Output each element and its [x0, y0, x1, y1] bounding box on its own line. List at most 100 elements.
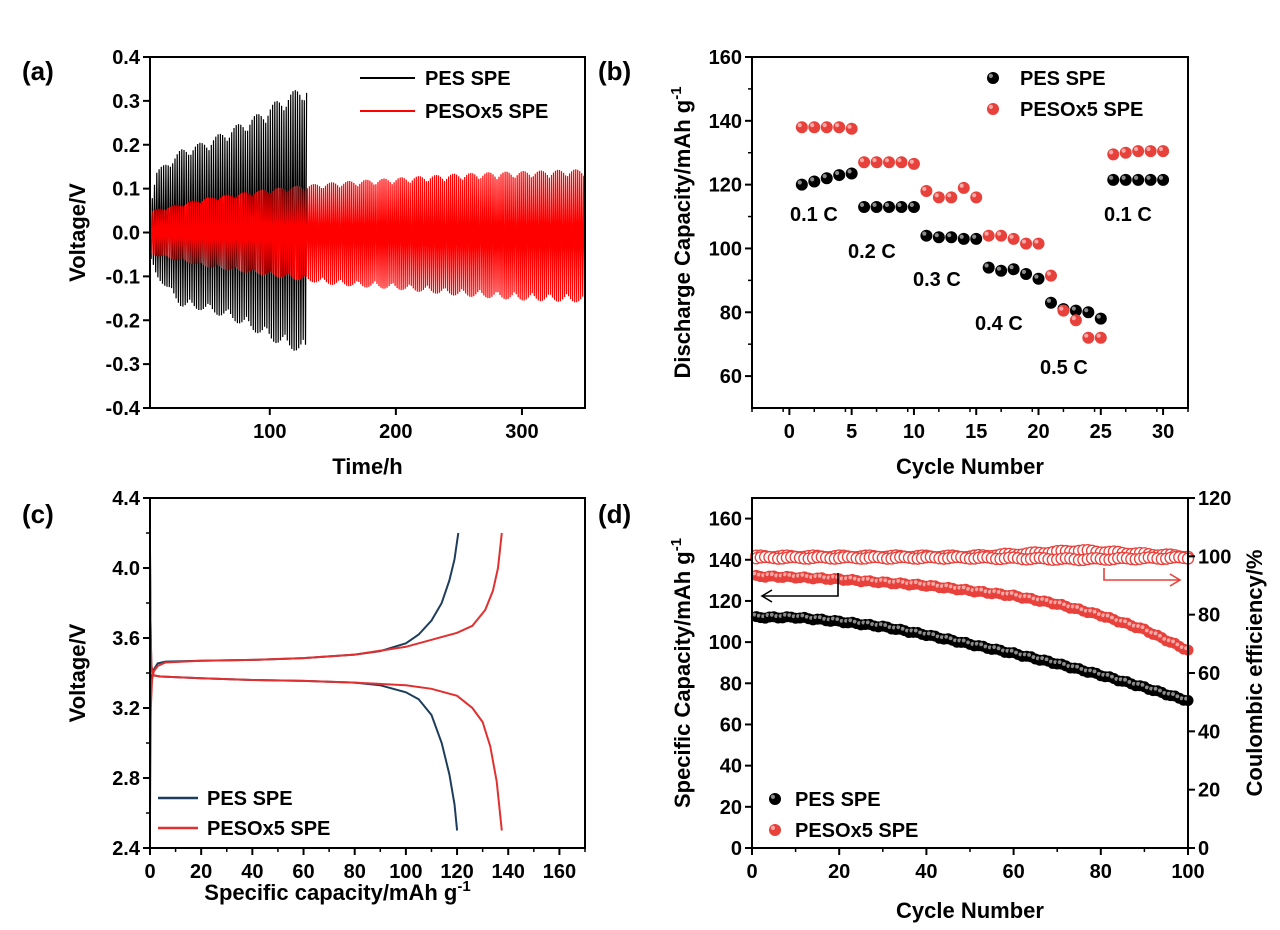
point-b-1-3-shine	[835, 123, 840, 128]
capacity-point-d-1-34-shine	[896, 579, 901, 583]
point-b-1-12-shine	[947, 193, 952, 198]
point-b-0-15-shine	[984, 263, 989, 268]
point-b-1-28	[1144, 145, 1157, 158]
capacity-point-d-0-74-shine	[1070, 664, 1075, 669]
capacity-point-d-1-72-shine	[1062, 602, 1066, 607]
y-tick-label-d-7: 140	[709, 550, 742, 572]
capacity-point-d-1-76-shine	[1079, 607, 1084, 612]
capacity-point-d-0-98-shine	[1175, 694, 1180, 699]
y-tick-label-a-6: 0.2	[112, 135, 140, 157]
point-b-1-11-shine	[934, 193, 939, 198]
capacity-point-d-1-71-shine	[1057, 600, 1062, 605]
y-tick-label-b-5: 160	[709, 47, 742, 69]
capacity-point-d-1-13-shine	[804, 574, 809, 578]
point-b-0-17-shine	[1009, 264, 1014, 270]
point-b-0-1	[808, 175, 821, 188]
y-tick-label-a-7: 0.3	[112, 91, 140, 113]
capacity-point-d-1-16-shine	[817, 573, 822, 578]
y-tick-label-a-1: -0.3	[106, 354, 140, 376]
y-axis-title-b: Discharge Capacity/mAh g-1	[668, 86, 695, 378]
capacity-point-d-0-16-shine	[817, 615, 822, 620]
capacity-point-d-0-94-shine	[1157, 688, 1162, 693]
rate-label-b-2: 0.3 C	[913, 269, 961, 291]
capacity-point-d-0-53-shine	[979, 642, 984, 647]
legend-label-a-1: PESOx5 SPE	[425, 101, 548, 123]
x-tick-label-a-2: 300	[505, 421, 538, 443]
left-axis-arrow-d	[762, 573, 839, 597]
capacity-point-d-0-41-shine	[926, 631, 931, 636]
point-b-0-16	[995, 264, 1008, 277]
capacity-point-d-1-86-shine	[1123, 619, 1127, 624]
point-b-1-21	[1057, 304, 1070, 317]
capacity-point-d-1-68-shine	[1044, 598, 1049, 602]
point-b-1-4	[845, 122, 858, 135]
point-b-0-9	[907, 200, 920, 213]
point-b-0-20-shine	[1046, 298, 1051, 303]
point-b-0-20	[1044, 296, 1057, 309]
capacity-point-d-0-42-shine	[931, 632, 936, 637]
capacity-point-d-1-83-shine	[1110, 615, 1114, 620]
capacity-point-d-0-12-shine	[800, 613, 805, 618]
x-tick-label-b-1: 5	[846, 421, 857, 443]
y-tick-label-c-1: 2.8	[112, 768, 140, 790]
capacity-point-d-1-9-shine	[787, 572, 792, 577]
legend-marker-d-1-shine	[770, 825, 776, 831]
capacity-point-d-0-19-shine	[830, 616, 835, 621]
point-b-1-9-shine	[909, 159, 914, 164]
x-tick-label-c-5: 100	[389, 861, 422, 883]
capacity-point-d-1-80-shine	[1096, 612, 1101, 617]
capacity-point-d-1-5-shine	[769, 572, 774, 577]
point-b-1-15	[982, 229, 995, 242]
point-b-0-27-shine	[1133, 175, 1139, 180]
point-b-1-14-shine	[972, 193, 977, 198]
point-b-1-18-shine	[1021, 239, 1027, 244]
capacity-point-d-1-95-shine	[1162, 636, 1167, 641]
capacity-point-d-1-60-shine	[1009, 591, 1014, 595]
y-tick-label-c-5: 4.4	[112, 488, 141, 510]
point-b-1-26-shine	[1121, 148, 1126, 153]
y-tick-label-d-2: 40	[720, 756, 742, 778]
panel-label-c: (c)	[22, 499, 54, 529]
point-b-1-11	[932, 191, 945, 204]
point-b-1-23-shine	[1084, 333, 1089, 338]
capacity-point-d-0-89-shine	[1136, 681, 1141, 686]
y-tick-label-b-2: 100	[709, 238, 742, 260]
point-b-1-23	[1082, 331, 1095, 344]
capacity-point-d-0-67-shine	[1040, 656, 1045, 661]
point-b-0-5-shine	[859, 202, 865, 207]
capacity-point-d-0-78-shine	[1088, 668, 1093, 673]
capacity-point-d-1-12-shine	[800, 573, 805, 577]
x-tick-label-d-0: 0	[746, 861, 757, 883]
point-b-1-21-shine	[1059, 306, 1064, 311]
point-b-0-0-shine	[797, 180, 802, 185]
y-tick-label-d-1: 20	[720, 797, 742, 819]
capacity-point-d-0-57-shine	[996, 646, 1001, 651]
x-tick-label-b-4: 20	[1027, 421, 1049, 443]
capacity-point-d-1-45-shine	[944, 583, 949, 588]
point-b-0-23-shine	[1084, 308, 1089, 313]
point-b-0-12-shine	[947, 233, 952, 238]
x-tick-label-b-2: 10	[903, 421, 925, 443]
point-b-1-2-shine	[822, 123, 827, 128]
capacity-point-d-0-43-shine	[935, 634, 940, 639]
point-b-0-25-shine	[1109, 175, 1114, 180]
point-b-1-7-shine	[884, 158, 890, 163]
capacity-point-d-0-83-shine	[1110, 674, 1114, 679]
y-tick-label-b-4: 140	[709, 111, 742, 133]
capacity-point-d-1-84-shine	[1114, 618, 1119, 622]
capacity-point-d-1-57-shine	[996, 590, 1001, 594]
point-b-1-10	[920, 185, 933, 198]
capacity-point-d-1-8-shine	[783, 572, 787, 577]
point-b-1-24	[1094, 331, 1107, 344]
capacity-point-d-0-45-shine	[944, 634, 949, 639]
rate-label-b-5: 0.1 C	[1104, 204, 1152, 226]
capacity-point-d-0-27-shine	[865, 620, 870, 625]
point-b-0-8-shine	[897, 202, 902, 207]
point-b-0-14-shine	[972, 234, 977, 239]
point-b-0-7-shine	[884, 202, 890, 207]
legend-label-a-0: PES SPE	[425, 68, 511, 90]
x-axis-title-c: Specific capacity/mAh g-1	[204, 878, 470, 905]
point-b-0-10	[920, 229, 933, 242]
capacity-point-d-0-82-shine	[1105, 672, 1110, 677]
x-tick-label-b-6: 30	[1152, 421, 1174, 443]
